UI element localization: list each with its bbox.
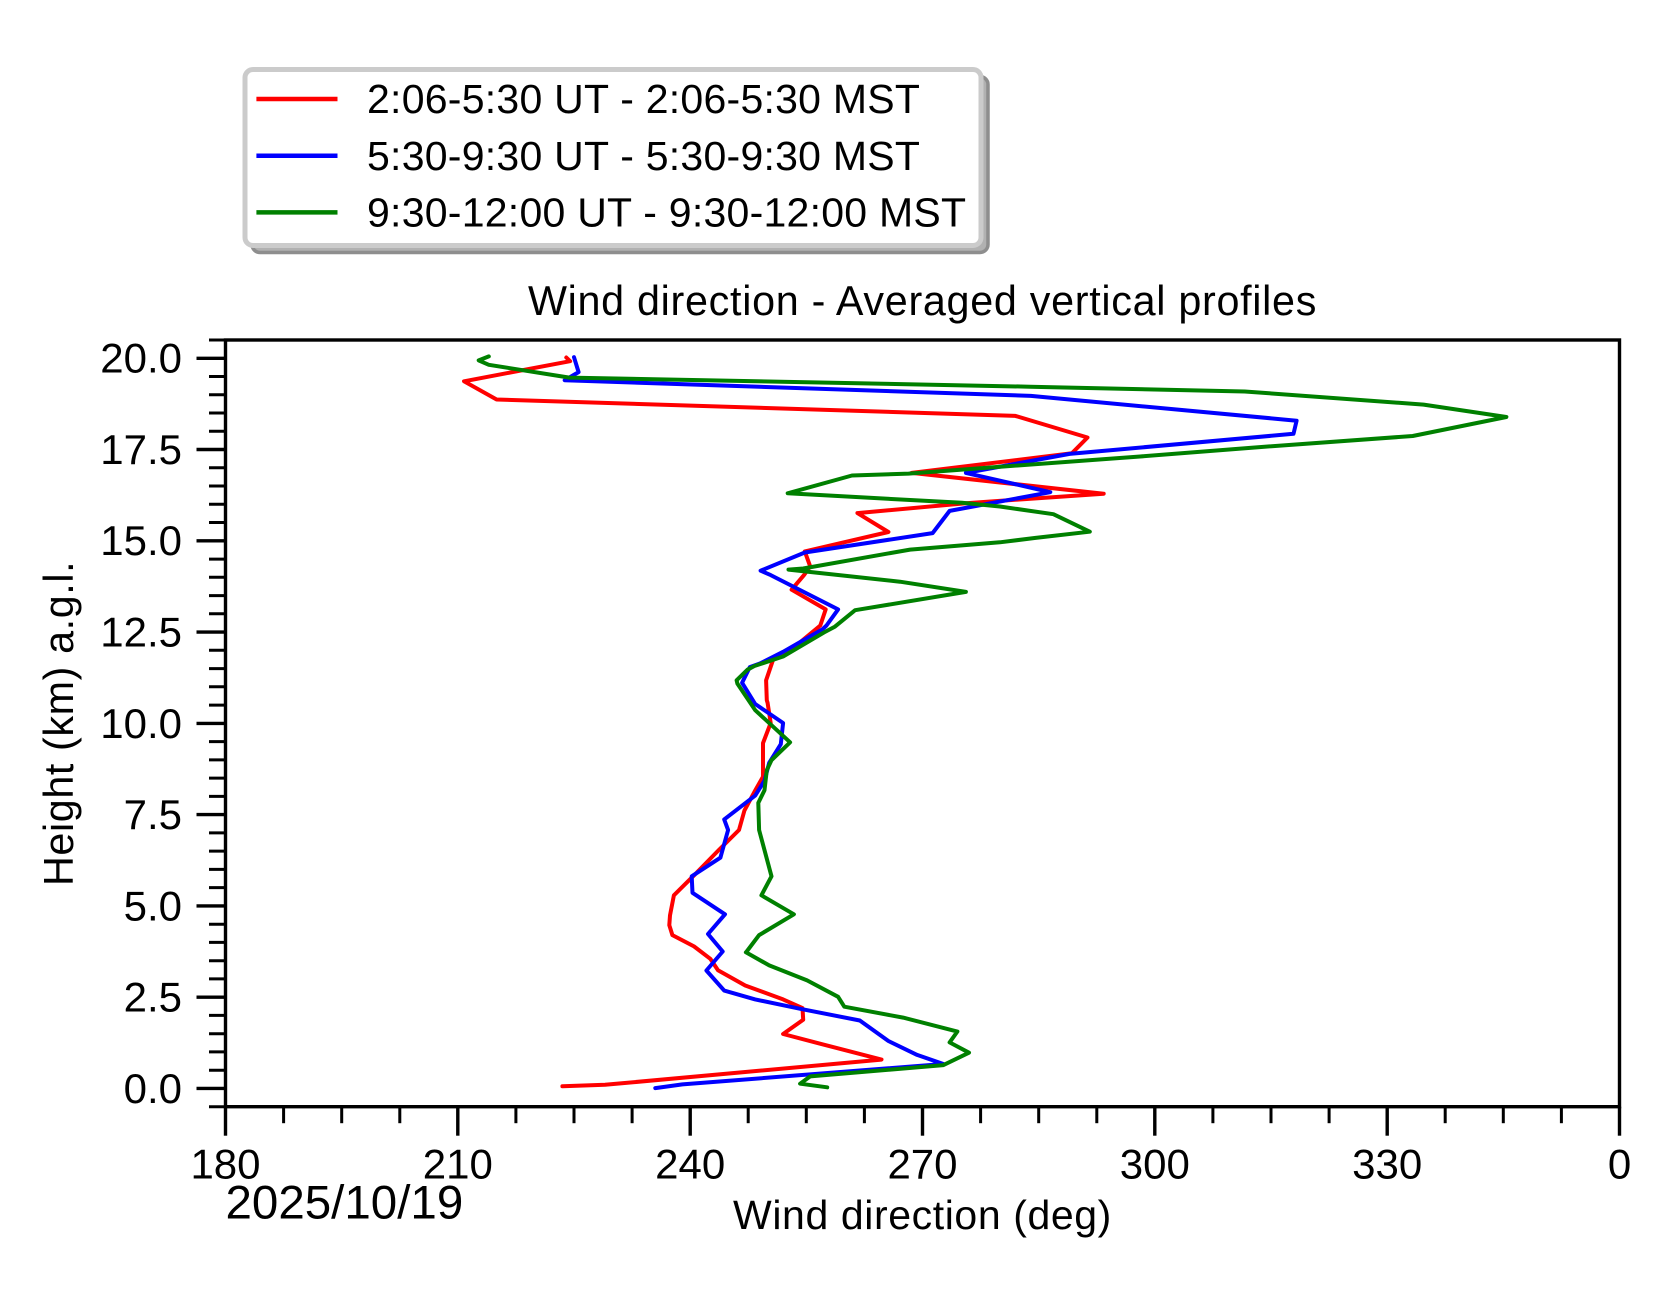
svg-text:20.0: 20.0 (100, 335, 182, 382)
svg-text:240: 240 (655, 1140, 725, 1187)
svg-text:7.5: 7.5 (124, 791, 182, 838)
svg-text:17.5: 17.5 (100, 426, 182, 473)
svg-text:Height (km) a.g.l.: Height (km) a.g.l. (36, 561, 82, 886)
svg-text:2.5: 2.5 (124, 974, 182, 1021)
svg-text:210: 210 (423, 1140, 493, 1187)
svg-text:0.0: 0.0 (124, 1065, 182, 1112)
svg-text:2025/10/19: 2025/10/19 (226, 1177, 464, 1230)
svg-text:12.5: 12.5 (100, 609, 182, 656)
svg-text:9:30-12:00 UT - 9:30-12:00 MST: 9:30-12:00 UT - 9:30-12:00 MST (367, 190, 966, 236)
svg-text:270: 270 (887, 1140, 957, 1187)
svg-text:180: 180 (190, 1140, 260, 1187)
svg-text:5.0: 5.0 (124, 882, 182, 929)
svg-text:5:30-9:30 UT - 5:30-9:30 MST: 5:30-9:30 UT - 5:30-9:30 MST (367, 133, 920, 179)
svg-text:300: 300 (1120, 1140, 1190, 1187)
svg-text:15.0: 15.0 (100, 517, 182, 564)
svg-text:0: 0 (1608, 1140, 1631, 1187)
svg-text:Wind direction - Averaged vert: Wind direction - Averaged vertical profi… (528, 278, 1317, 324)
svg-text:Wind direction (deg): Wind direction (deg) (733, 1192, 1112, 1238)
svg-text:330: 330 (1352, 1140, 1422, 1187)
svg-text:10.0: 10.0 (100, 700, 182, 747)
svg-text:2:06-5:30 UT - 2:06-5:30 MST: 2:06-5:30 UT - 2:06-5:30 MST (367, 76, 920, 122)
